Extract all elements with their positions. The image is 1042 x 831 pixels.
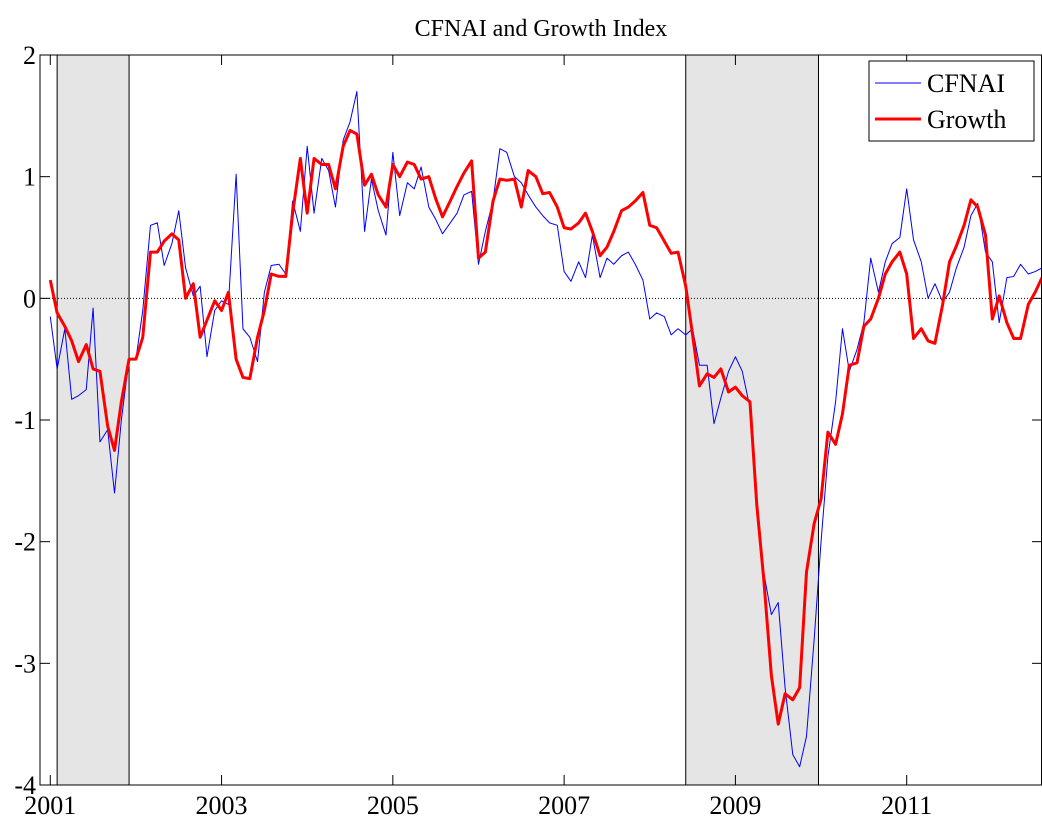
- legend-label: Growth: [927, 105, 1006, 134]
- legend-label: CFNAI: [927, 69, 1005, 98]
- y-tick-label: -1: [14, 406, 36, 435]
- chart-title: CFNAI and Growth Index: [415, 16, 668, 42]
- series-line: [48, 128, 1042, 726]
- y-tick-label: 1: [23, 163, 36, 192]
- y-tick-label: -4: [14, 771, 36, 800]
- x-tick-label: 2005: [367, 791, 419, 820]
- shaded-period: [56, 54, 130, 786]
- legend-box: [868, 60, 1035, 142]
- y-tick-label: -2: [14, 528, 36, 557]
- y-tick-label: -3: [14, 649, 36, 678]
- x-tick-label: 2011: [881, 791, 932, 820]
- x-tick-label: 2009: [709, 791, 761, 820]
- series-line: [49, 91, 1042, 768]
- y-tick-label: 0: [23, 284, 36, 313]
- y-tick-label: 2: [23, 41, 36, 70]
- x-tick-label: 2003: [196, 791, 248, 820]
- x-tick-label: 2007: [538, 791, 590, 820]
- x-tick-label: 2001: [24, 791, 76, 820]
